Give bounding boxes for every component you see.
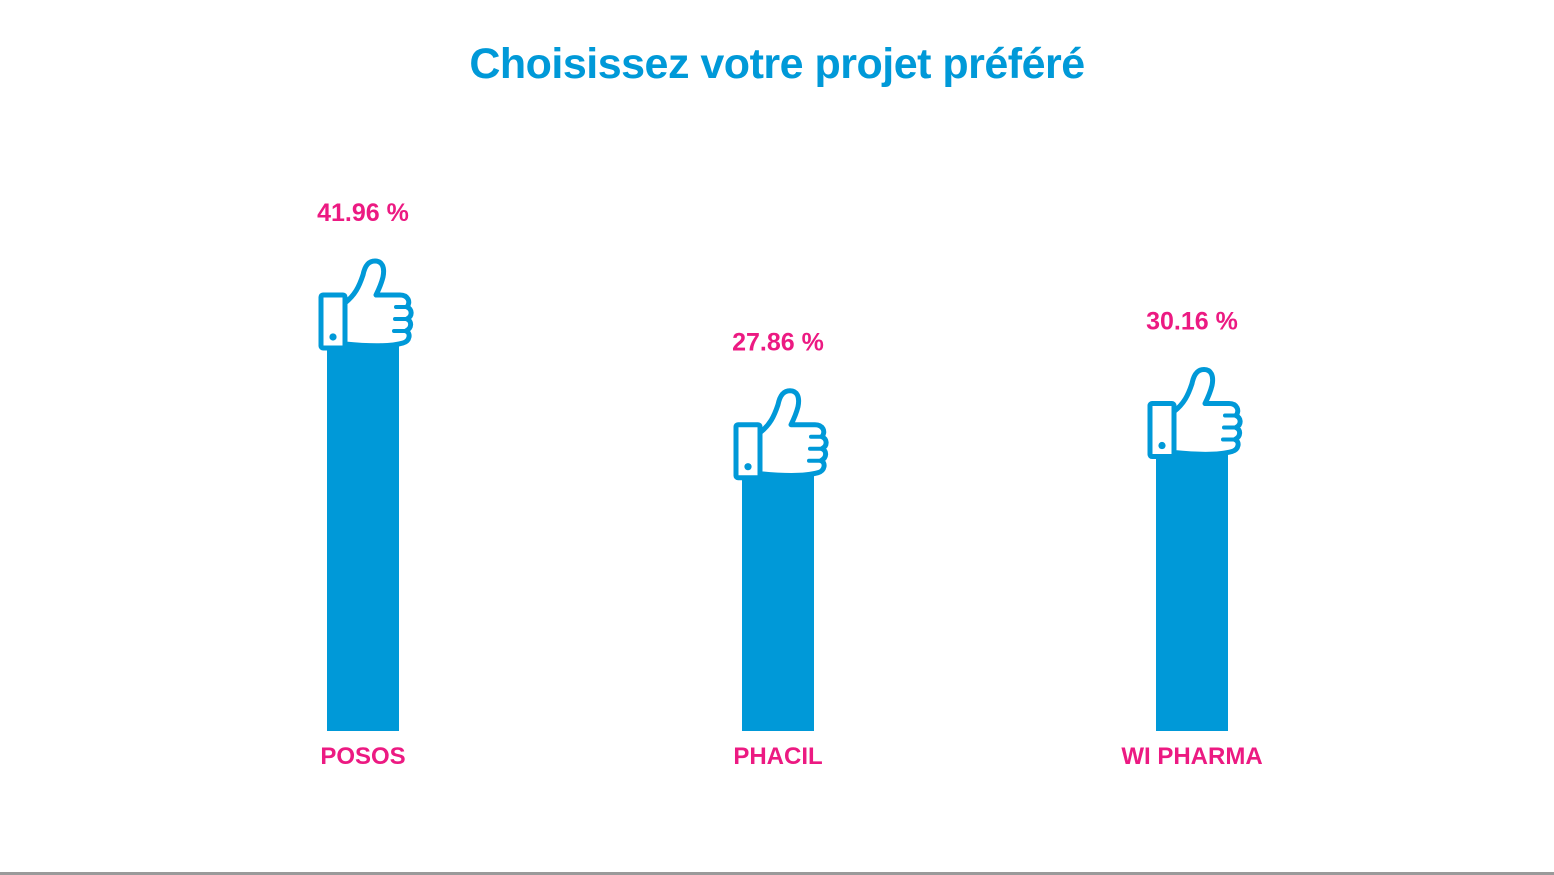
category-label: POSOS [320, 743, 405, 770]
thumbs-up-icon [736, 391, 826, 478]
bar-wi-pharma [1156, 453, 1228, 731]
value-label: 30.16 % [1146, 308, 1238, 336]
thumbs-up-icon [1150, 370, 1240, 457]
category-label: PHACIL [733, 743, 822, 770]
thumbs-up-icon [321, 261, 411, 348]
bottom-rule [0, 872, 1554, 875]
chart-title: Choisissez votre projet préféré [469, 40, 1085, 88]
category-label: WI PHARMA [1121, 743, 1262, 770]
value-label: 27.86 % [732, 329, 824, 357]
bar-phacil [742, 474, 814, 731]
bar-posos [327, 344, 399, 731]
value-label: 41.96 % [317, 199, 409, 227]
